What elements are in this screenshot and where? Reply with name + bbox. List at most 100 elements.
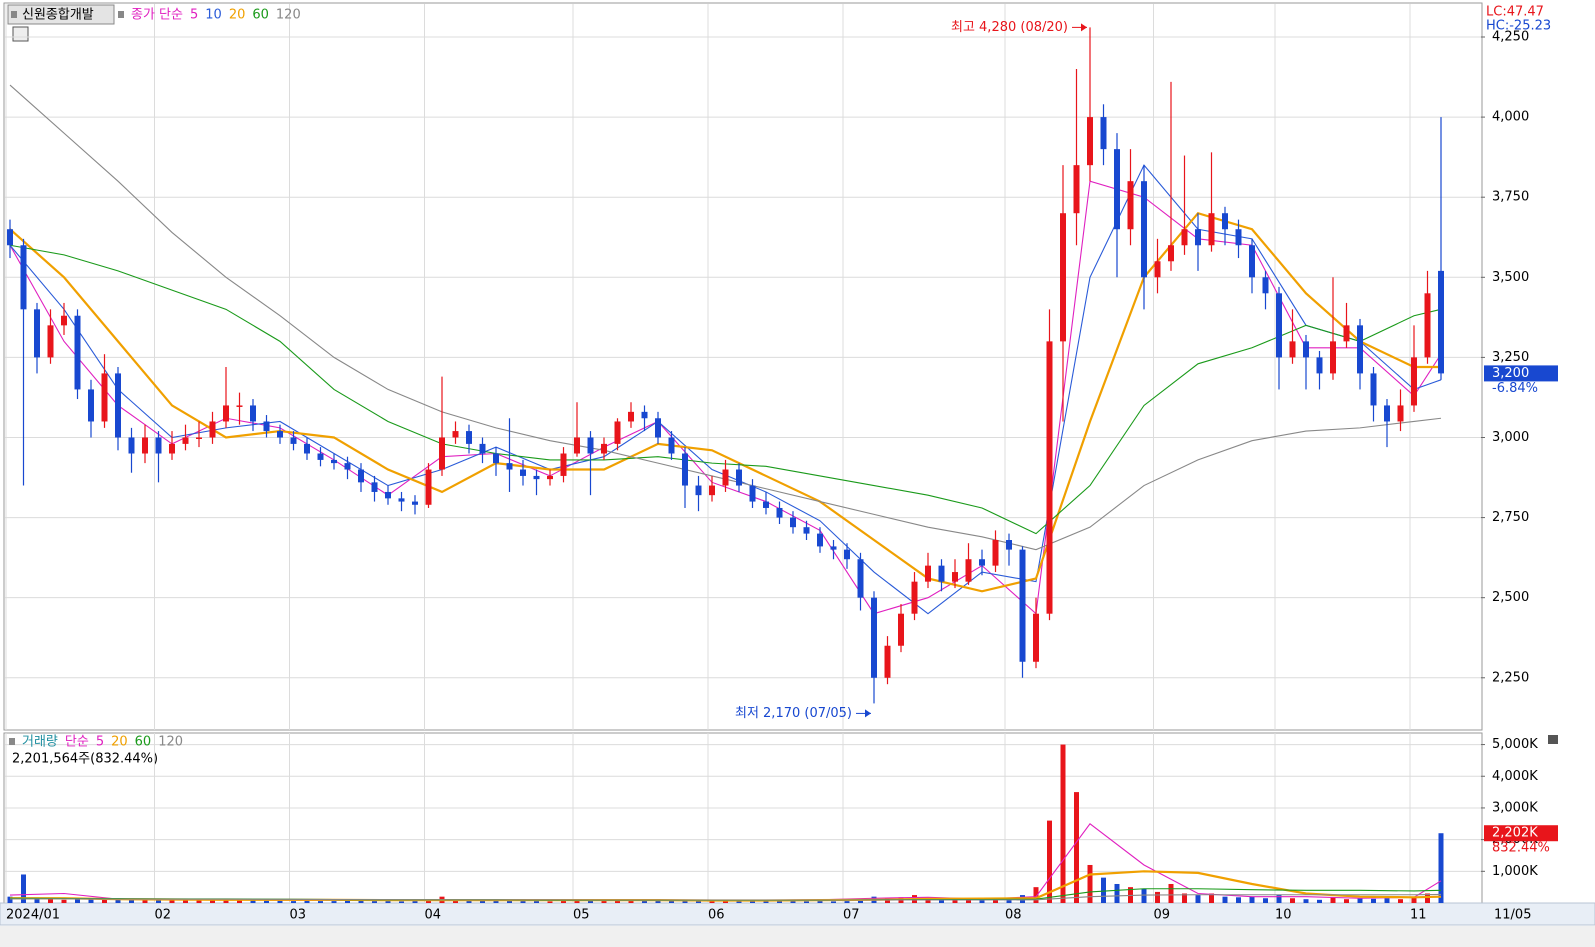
candle-body xyxy=(1208,213,1215,246)
candle-body xyxy=(695,485,702,496)
candle-body xyxy=(101,373,108,422)
volume-bar xyxy=(493,900,499,903)
candle-body xyxy=(1330,341,1336,374)
candle-body xyxy=(911,581,918,614)
volume-bar xyxy=(21,874,26,903)
candle-body xyxy=(601,443,607,454)
scrollbar[interactable] xyxy=(0,926,1595,947)
y-tick-label: 3,250 xyxy=(1492,350,1529,365)
volume-bar xyxy=(277,900,283,903)
volume-bar xyxy=(1236,897,1241,903)
candle-body xyxy=(965,559,972,582)
volume-bar xyxy=(453,899,458,903)
volume-bar xyxy=(129,899,134,903)
legend-icon xyxy=(9,738,15,745)
candle-body xyxy=(520,469,526,476)
volume-bar xyxy=(1114,883,1120,903)
volume-bar xyxy=(1141,888,1147,903)
candle-body xyxy=(1316,357,1323,374)
candle-body xyxy=(614,421,621,444)
candle-body xyxy=(196,437,202,439)
volume-bar xyxy=(318,901,323,903)
candle-body xyxy=(979,559,985,566)
volume-bar xyxy=(642,900,647,903)
candle-body xyxy=(587,437,594,454)
volume-bar xyxy=(237,900,242,903)
y-tick-label: 3,000 xyxy=(1492,430,1529,445)
volume-bar xyxy=(682,899,688,903)
volume-bar xyxy=(1033,887,1039,903)
y-tick-label: 3,750 xyxy=(1492,190,1529,205)
volume-bar xyxy=(979,899,985,903)
volume-bar xyxy=(1249,896,1255,903)
volume-bar xyxy=(804,901,809,903)
x-tick-label: 11 xyxy=(1410,908,1427,923)
title-icon xyxy=(11,11,17,18)
volume-bar xyxy=(372,901,377,903)
candle-body xyxy=(1370,373,1377,406)
volume-bar xyxy=(1209,893,1214,903)
candle-body xyxy=(479,443,486,454)
y-tick-label: 4,000 xyxy=(1492,110,1529,125)
volume-bar xyxy=(1438,833,1444,903)
x-tick-label: 07 xyxy=(843,908,860,923)
low-arrowhead xyxy=(865,709,871,718)
candle-body xyxy=(1276,293,1282,358)
candle-body xyxy=(304,443,310,454)
volume-bar xyxy=(1074,792,1079,903)
last-volume-box xyxy=(1484,825,1558,842)
candle-body xyxy=(1046,341,1053,614)
candle-body xyxy=(763,501,769,508)
lc-label: LC:47.47 xyxy=(1486,5,1544,20)
candle-body xyxy=(7,229,13,246)
volume-bar xyxy=(1276,895,1282,903)
volume-text: 2,201,564주(832.44%) xyxy=(12,752,158,767)
volume-bar xyxy=(1425,893,1430,903)
table-icon[interactable] xyxy=(12,26,29,42)
candle-body xyxy=(1033,613,1039,662)
candle-body xyxy=(1006,540,1012,550)
volume-bar xyxy=(210,899,215,903)
candle-body xyxy=(452,431,459,438)
candle-body xyxy=(1100,117,1107,150)
candle-body xyxy=(547,475,553,480)
legend-entry: 10 xyxy=(205,8,222,23)
volume-bar xyxy=(1155,891,1160,903)
legend-entry: 종가 단순 xyxy=(131,8,183,23)
candle-body xyxy=(1289,341,1296,358)
candle-body xyxy=(992,540,999,566)
volume-bar xyxy=(1344,899,1349,903)
candle-body xyxy=(1181,229,1188,246)
candle-body xyxy=(1438,270,1444,374)
candle-body xyxy=(169,443,175,454)
volume-bar xyxy=(669,900,674,903)
candle-body xyxy=(1195,229,1201,246)
hc-label: HC:-25.23 xyxy=(1486,19,1551,34)
candle-body xyxy=(290,437,297,444)
x-last-date: 11/05 xyxy=(1494,908,1531,923)
legend-entry: 60 xyxy=(252,8,269,23)
candle-body xyxy=(1262,277,1269,294)
candle-body xyxy=(506,463,513,470)
candle-body xyxy=(560,453,567,476)
candle-body xyxy=(236,405,243,407)
candle-body xyxy=(1384,405,1390,422)
volume-bar xyxy=(223,899,229,903)
volume-bar xyxy=(601,900,607,903)
y-tick-label: 5,000K xyxy=(1492,737,1538,752)
candle-body xyxy=(358,469,364,483)
volume-bar xyxy=(345,900,350,903)
candle-body xyxy=(857,559,864,598)
volume-bar xyxy=(466,900,472,903)
volume-bar xyxy=(1290,898,1295,903)
volume-bar xyxy=(844,901,850,903)
volume-bar xyxy=(264,900,269,903)
legend-entry: 120 xyxy=(276,8,301,23)
close-icon[interactable] xyxy=(1548,735,1558,744)
candle-body xyxy=(574,437,580,454)
x-tick-label: 06 xyxy=(708,908,725,923)
x-axis-strip xyxy=(0,902,1595,926)
candle-body xyxy=(709,485,715,496)
y-tick-label: 3,500 xyxy=(1492,270,1529,285)
volume-bar xyxy=(520,901,526,903)
